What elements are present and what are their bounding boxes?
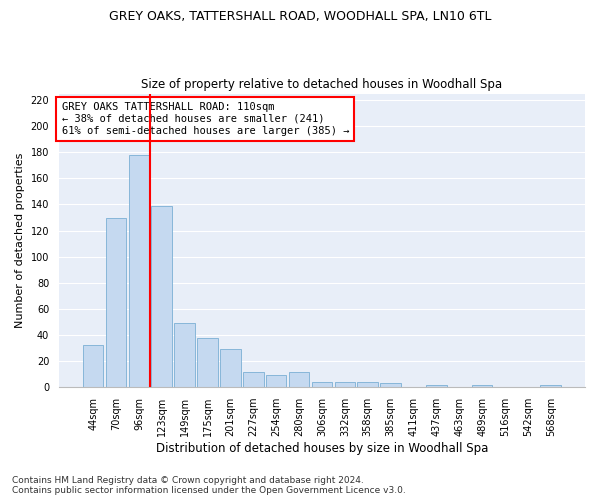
Bar	[472, 384, 493, 387]
Bar	[151, 206, 172, 387]
Bar	[541, 384, 561, 387]
Bar	[220, 350, 241, 387]
Bar	[311, 382, 332, 387]
Text: GREY OAKS TATTERSHALL ROAD: 110sqm
← 38% of detached houses are smaller (241)
61: GREY OAKS TATTERSHALL ROAD: 110sqm ← 38%…	[62, 102, 349, 136]
X-axis label: Distribution of detached houses by size in Woodhall Spa: Distribution of detached houses by size …	[156, 442, 488, 455]
Bar	[426, 384, 446, 387]
Text: Contains HM Land Registry data © Crown copyright and database right 2024.
Contai: Contains HM Land Registry data © Crown c…	[12, 476, 406, 495]
Bar	[358, 382, 378, 387]
Title: Size of property relative to detached houses in Woodhall Spa: Size of property relative to detached ho…	[142, 78, 503, 91]
Bar	[175, 324, 195, 387]
Bar	[106, 218, 126, 387]
Bar	[335, 382, 355, 387]
Text: GREY OAKS, TATTERSHALL ROAD, WOODHALL SPA, LN10 6TL: GREY OAKS, TATTERSHALL ROAD, WOODHALL SP…	[109, 10, 491, 23]
Bar	[289, 372, 310, 387]
Bar	[243, 372, 263, 387]
Bar	[197, 338, 218, 387]
Bar	[266, 376, 286, 387]
Bar	[380, 384, 401, 387]
Bar	[83, 346, 103, 387]
Y-axis label: Number of detached properties: Number of detached properties	[15, 152, 25, 328]
Bar	[128, 155, 149, 387]
